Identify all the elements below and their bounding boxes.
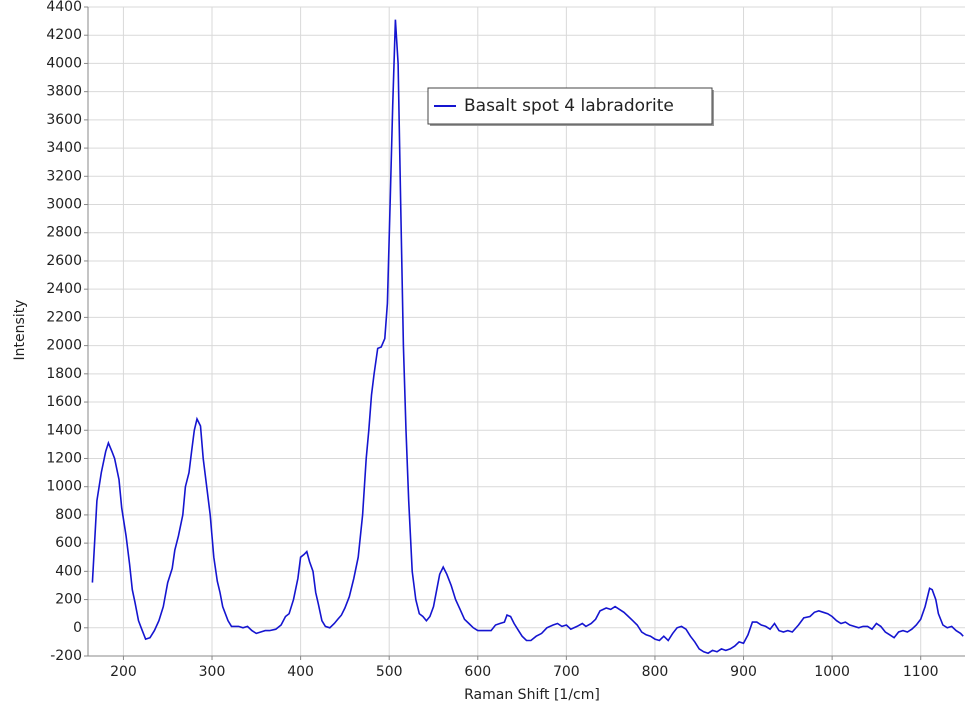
x-tick-label: 600 xyxy=(464,664,491,680)
data-line xyxy=(91,19,964,655)
y-tick-label: 400 xyxy=(55,563,82,579)
legend-box xyxy=(427,87,713,125)
y-tick-label: 2800 xyxy=(46,225,82,241)
x-tick-label: 800 xyxy=(642,664,669,680)
y-tick-label: 200 xyxy=(55,592,82,608)
legend: Basalt spot 4 labradorite xyxy=(427,87,714,126)
x-tick-label: 900 xyxy=(730,664,757,680)
x-tick-label: 200 xyxy=(110,664,137,680)
y-tick-label: 4200 xyxy=(46,27,82,43)
y-tick-label: 600 xyxy=(55,535,82,551)
x-tick-label: 400 xyxy=(287,664,314,680)
y-tick-label: 3400 xyxy=(46,140,82,156)
y-tick-label: 1600 xyxy=(46,394,82,410)
x-tick-label: 500 xyxy=(376,664,403,680)
y-axis-label: Intensity xyxy=(12,300,28,361)
x-tick-label: 1100 xyxy=(903,664,939,680)
y-tick-label: -200 xyxy=(50,648,82,664)
y-tick-label: 3200 xyxy=(46,168,82,184)
y-tick-label: 2400 xyxy=(46,281,82,297)
y-tick-label: 1400 xyxy=(46,422,82,438)
y-tick-label: 3800 xyxy=(46,84,82,100)
x-axis-label: Raman Shift [1/cm] xyxy=(464,687,600,703)
y-tick-label: 2000 xyxy=(46,338,82,354)
x-tick-label: 700 xyxy=(553,664,580,680)
x-tick-label: 1000 xyxy=(814,664,850,680)
y-tick-label: 3000 xyxy=(46,197,82,213)
y-tick-label: 1000 xyxy=(46,479,82,495)
legend-label: Basalt spot 4 labradorite xyxy=(464,96,674,116)
y-tick-label: 3600 xyxy=(46,112,82,128)
y-tick-label: 1200 xyxy=(46,450,82,466)
y-tick-label: 0 xyxy=(73,620,82,636)
y-tick-label: 2200 xyxy=(46,309,82,325)
y-tick-label: 4400 xyxy=(46,0,82,15)
y-tick-label: 2600 xyxy=(46,253,82,269)
y-tick-label: 1800 xyxy=(46,366,82,382)
y-tick-label: 800 xyxy=(55,507,82,523)
x-tick-label: 300 xyxy=(199,664,226,680)
y-tick-label: 4000 xyxy=(46,55,82,71)
